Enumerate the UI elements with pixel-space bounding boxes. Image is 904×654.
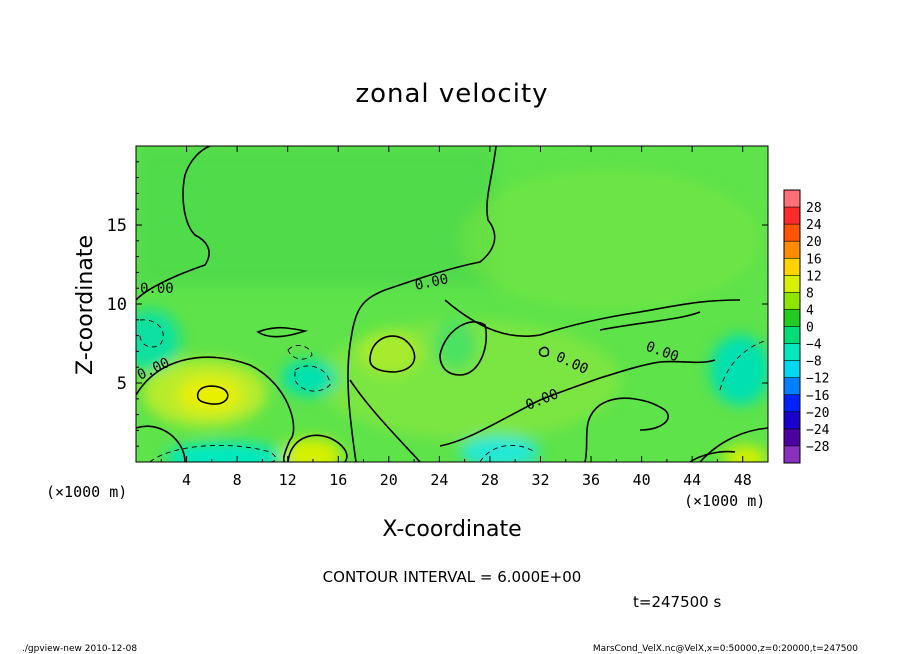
- x-tick-label: 40: [633, 471, 651, 489]
- footer-right: MarsCond_VelX.nc@VelX,x=0:50000,z=0:2000…: [593, 644, 858, 654]
- colorbar-label: 0: [806, 321, 814, 336]
- x-tick-label: 4: [182, 471, 191, 489]
- x-tick-label: 20: [380, 471, 398, 489]
- x-axis-title: X-coordinate: [382, 517, 521, 542]
- y-axis: 5 10 15: [107, 161, 768, 447]
- contour-label: 0.00: [414, 271, 450, 294]
- colorbar-label: −4: [806, 338, 822, 353]
- x-tick-label: 24: [430, 471, 448, 489]
- x-tick-label: 48: [734, 471, 752, 489]
- colorbar-swatch: [784, 275, 800, 293]
- x-tick-label: 8: [233, 471, 242, 489]
- colorbar-label: −28: [806, 440, 829, 455]
- colorbar-label: 16: [806, 252, 822, 267]
- x-tick-label: 12: [279, 471, 297, 489]
- colorbar: 28 24 20 16 12 8 4 0 −4 −8 −12 −16 −20 −24 −28: [783, 189, 830, 464]
- colorbar-swatch: [784, 377, 800, 396]
- x-axis: 4 8 12 16 20 24 28 32 36 40 44 48: [160, 146, 752, 489]
- colorbar-swatch: [784, 411, 800, 430]
- x-unit-left: (×1000 m): [46, 483, 127, 501]
- x-tick-label: 44: [683, 471, 701, 489]
- footer-left: ./gpview-new 2010-12-08: [22, 644, 137, 654]
- colorbar-swatch: [784, 360, 800, 379]
- colorbar-swatch: [784, 445, 800, 464]
- contour-lines: [136, 146, 768, 462]
- x-tick-label: 32: [531, 471, 549, 489]
- colorbar-swatch: [784, 224, 800, 242]
- y-tick-label: 15: [107, 216, 127, 236]
- colorbar-swatch: [784, 326, 800, 345]
- x-tick-label: 36: [582, 471, 600, 489]
- colorbar-swatch: [784, 258, 800, 276]
- colorbar-label: 24: [806, 218, 822, 233]
- colorbar-swatch: [784, 190, 800, 208]
- colorbar-swatch: [784, 241, 800, 259]
- y-tick-label: 10: [107, 295, 127, 315]
- x-unit-right: (×1000 m): [684, 492, 765, 510]
- time-label: t=247500 s: [633, 593, 721, 611]
- colorbar-swatch: [784, 292, 800, 310]
- colorbar-label: 8: [806, 286, 814, 301]
- heatmap-area: 0.00 0.00 0.00 0.00 0.00 0.00: [136, 146, 768, 462]
- colorbar-swatch: [784, 207, 800, 225]
- colorbar-label: 20: [806, 235, 822, 250]
- colorbar-swatch: [784, 309, 800, 327]
- chart-title: zonal velocity: [355, 79, 548, 109]
- colorbar-swatch: [784, 428, 800, 447]
- colorbar-label: −20: [806, 406, 829, 421]
- colorbar-label: −8: [806, 355, 822, 370]
- colorbar-label: 4: [806, 303, 814, 318]
- colorbar-label: −12: [806, 372, 829, 387]
- colorbar-label: 28: [806, 201, 822, 216]
- colorbar-swatch: [784, 394, 800, 413]
- x-tick-label: 28: [481, 471, 499, 489]
- y-axis-title: Z-coordinate: [73, 235, 98, 375]
- colorbar-swatch: [784, 343, 800, 362]
- negative-contours: [139, 319, 768, 462]
- colorbar-label: −24: [806, 423, 830, 438]
- contour-interval-text: CONTOUR INTERVAL = 6.000E+00: [323, 568, 582, 586]
- y-tick-label: 5: [117, 374, 127, 394]
- colorbar-label: −16: [806, 389, 829, 404]
- contour-label: 0.00: [140, 281, 174, 297]
- x-tick-label: 16: [329, 471, 347, 489]
- colorbar-label: 12: [806, 269, 822, 284]
